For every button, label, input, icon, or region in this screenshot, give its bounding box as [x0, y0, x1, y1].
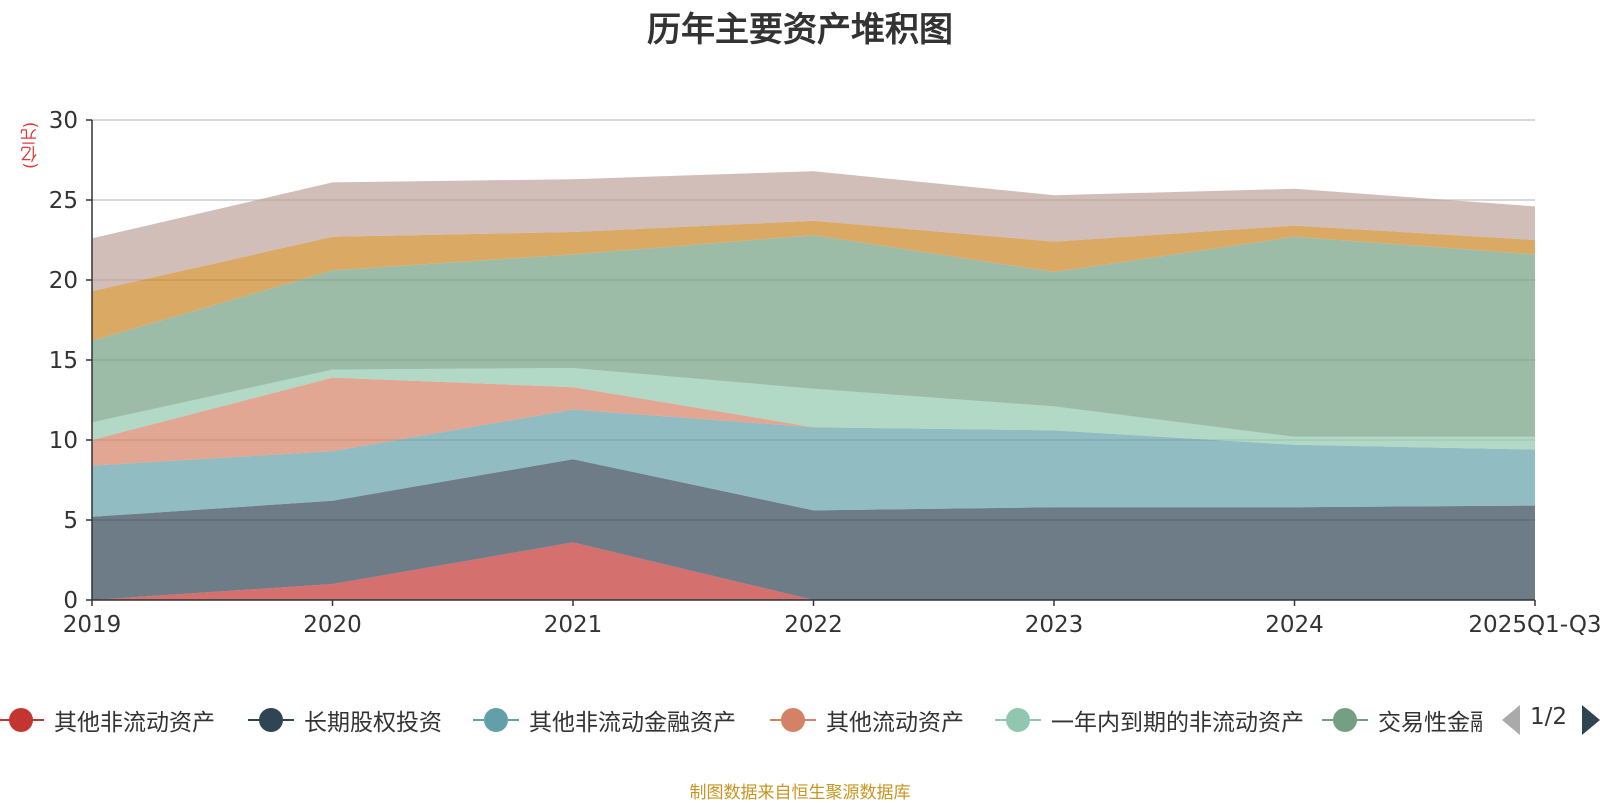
- stacked-area-chart: 0 5 10 15 20 25 30 2019 2020 2021 2022 2023 2024 2025…: [49, 108, 1600, 638]
- y-tick-label: 0: [63, 588, 78, 614]
- legend-item[interactable]: 其他非流动资产: [0, 700, 215, 740]
- chart-title: 历年主要资产堆积图: [647, 10, 953, 50]
- legend-swatch-icon: [1322, 705, 1368, 735]
- legend-swatch-icon: [770, 705, 816, 735]
- legend-label: 其他非流动资产: [54, 710, 215, 736]
- x-tick-label: 2020: [303, 612, 362, 638]
- legend-item[interactable]: 长期股权投资: [248, 700, 442, 740]
- area-series[interactable]: [92, 220, 1535, 341]
- x-tick-label: 2021: [544, 612, 603, 638]
- y-tick-label: 25: [49, 188, 78, 214]
- legend: 其他非流动资产 长期股权投资 其他非流动金融资产 其他流动资产 一年内到期的非流动资产 交…: [0, 700, 1600, 740]
- legend-item[interactable]: 其他非流动金融资产: [473, 700, 736, 740]
- data-source-note: 制图数据来自恒生聚源数据库: [689, 783, 911, 803]
- legend-label: 其他非流动金融资产: [529, 710, 736, 736]
- y-tick-label: 30: [49, 108, 78, 134]
- area-series-其他流动资产[interactable]: [92, 377, 1535, 466]
- legend-pager: 1/2: [1500, 700, 1600, 740]
- legend-item[interactable]: 一年内到期的非流动资产: [995, 700, 1304, 740]
- legend-item[interactable]: 其他流动资产: [770, 700, 964, 740]
- legend-label: 其他流动资产: [826, 710, 964, 736]
- legend-item[interactable]: 交易性金融资产: [1322, 700, 1482, 740]
- x-tick-label: 2019: [63, 612, 122, 638]
- x-tick-label: 2023: [1025, 612, 1084, 638]
- legend-swatch-icon: [995, 705, 1041, 735]
- y-tick-label: 10: [49, 428, 78, 454]
- y-tick-label: 5: [63, 508, 78, 534]
- legend-swatch-icon: [473, 705, 519, 735]
- y-tick-label: 15: [49, 348, 78, 374]
- legend-swatch-icon: [0, 705, 44, 735]
- legend-label: 一年内到期的非流动资产: [1051, 710, 1304, 736]
- x-tick-label: 2025Q1-Q3: [1468, 612, 1600, 638]
- area-series-其他非流动金融资产[interactable]: [92, 409, 1535, 517]
- area-series-交易性金融资产[interactable]: [92, 235, 1535, 437]
- area-series-长期股权投资[interactable]: [92, 459, 1535, 600]
- y-tick-label: 20: [49, 268, 78, 294]
- x-tick-label: 2024: [1265, 612, 1324, 638]
- area-series-其他非流动资产[interactable]: [92, 542, 1535, 600]
- legend-label: 长期股权投资: [304, 710, 442, 736]
- legend-swatch-icon: [248, 705, 294, 735]
- legend-label: 交易性金融资产: [1378, 710, 1482, 736]
- x-tick-label: 2022: [784, 612, 843, 638]
- legend-next-page-icon[interactable]: [1582, 705, 1600, 735]
- legend-page-indicator: 1/2: [1530, 704, 1568, 730]
- area-series-一年内到期的非流动资产[interactable]: [92, 368, 1535, 450]
- legend-prev-page-icon[interactable]: [1502, 705, 1520, 735]
- area-series[interactable]: [92, 171, 1535, 292]
